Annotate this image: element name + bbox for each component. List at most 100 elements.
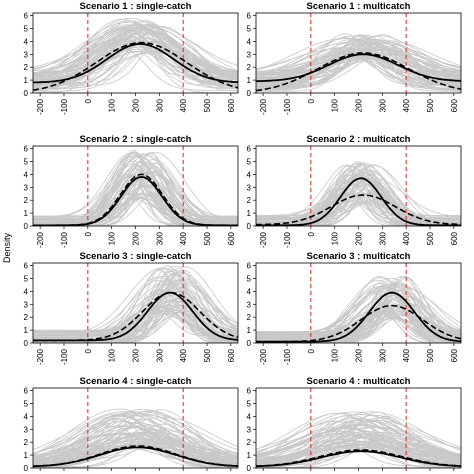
y-tick-label: 1 (247, 209, 252, 218)
y-tick-label: 2 (247, 313, 252, 322)
simulation-curve (33, 183, 238, 221)
simulation-curve (256, 53, 461, 81)
simulation-curve (33, 273, 238, 343)
simulation-curve (256, 316, 461, 335)
y-tick-label: 0 (247, 89, 252, 98)
x-tick-label: -100 (60, 348, 69, 365)
simulation-curve (256, 281, 461, 343)
simulation-curve (256, 192, 461, 226)
panel-title: Scenario 4 : single-catch (80, 376, 192, 387)
simulation-curve (33, 197, 238, 226)
y-tick-label: 0 (247, 464, 252, 473)
simulation-curve (256, 178, 461, 221)
y-tick-label: 6 (24, 145, 29, 154)
y-tick-label: 1 (24, 451, 29, 460)
y-tick-label: 1 (247, 326, 252, 335)
simulation-curve (256, 412, 461, 459)
y-tick-label: 0 (247, 339, 252, 348)
x-tick-label: -100 (60, 98, 69, 115)
y-tick-label: 3 (24, 425, 29, 434)
y-tick-label: 5 (24, 274, 29, 283)
simulation-curves (33, 149, 238, 226)
simulation-curve (33, 278, 238, 343)
simulation-curve (33, 408, 238, 465)
simulation-curve (33, 271, 238, 343)
x-tick-label: 100 (331, 348, 340, 362)
y-tick-label: 4 (24, 37, 29, 46)
plot-area (256, 146, 461, 226)
panel-title: Scenario 1 : multicatch (306, 1, 410, 12)
simulation-curve (256, 185, 461, 226)
x-tick-label: -200 (259, 98, 268, 115)
panel-3: Scenario 2 : single-catch 0 1 2 3 4 5 6 -200 -100… (24, 134, 239, 248)
x-tick-label: 200 (132, 231, 141, 245)
panel-6: Scenario 3 : multicatch 0 1 2 3 4 5 6 -200 -100 0 1… (247, 251, 462, 365)
simulation-curve (33, 169, 238, 220)
simulation-curve (256, 441, 461, 463)
y-tick-label: 4 (247, 287, 252, 296)
y-tick-label: 2 (24, 313, 29, 322)
simulation-curve (33, 168, 238, 217)
simulation-curve (256, 312, 461, 340)
simulation-curve (33, 37, 238, 86)
simulation-curve (256, 34, 461, 89)
x-tick-label: -200 (36, 231, 45, 248)
simulation-curve (256, 439, 461, 458)
x-tick-label: 300 (378, 98, 387, 112)
simulation-curve (33, 161, 238, 224)
true-curve (33, 291, 238, 342)
y-tick-label: 4 (247, 170, 252, 179)
y-tick-label: 4 (247, 37, 252, 46)
x-tick-label: 500 (426, 98, 435, 112)
true-curve (256, 177, 461, 226)
y-tick-label: 2 (247, 196, 252, 205)
y-tick-label: 4 (24, 287, 29, 296)
simulation-curve (33, 32, 238, 90)
x-tick-label: 100 (108, 231, 117, 245)
y-tick-label: 5 (247, 399, 252, 408)
y-tick-label: 6 (247, 12, 252, 21)
estimate-curve (256, 194, 461, 226)
panel-title: Scenario 2 : multicatch (306, 134, 410, 145)
y-tick-label: 5 (24, 399, 29, 408)
simulation-curve (33, 23, 238, 83)
simulation-curve (256, 287, 461, 336)
y-tick-label: 1 (24, 76, 29, 85)
simulation-curve (33, 279, 238, 336)
x-tick-label: 0 (307, 348, 316, 353)
simulation-curve (33, 35, 238, 84)
simulation-curve (256, 426, 461, 467)
y-tick-label: 4 (24, 170, 29, 179)
y-tick-label: 6 (247, 145, 252, 154)
y-tick-label: 0 (24, 464, 29, 473)
x-tick-label: 500 (426, 348, 435, 362)
x-tick-label: 600 (227, 98, 236, 112)
x-tick-label: 0 (84, 98, 93, 103)
y-tick-label: 1 (247, 76, 252, 85)
y-tick-label: 3 (24, 50, 29, 59)
simulation-curve (256, 414, 461, 450)
simulation-curve (256, 439, 461, 466)
x-tick-label: 100 (108, 348, 117, 362)
x-tick-label: -100 (283, 98, 292, 115)
simulation-curve (33, 23, 238, 77)
x-tick-label: 300 (155, 231, 164, 245)
simulation-curve (33, 433, 238, 465)
y-tick-label: 3 (247, 50, 252, 59)
simulation-curve (256, 41, 461, 72)
y-tick-label: 3 (247, 300, 252, 309)
simulation-curve (33, 433, 238, 466)
x-tick-label: 200 (132, 98, 141, 112)
y-tick-label: 3 (24, 300, 29, 309)
panel-title: Scenario 4 : multicatch (306, 376, 410, 387)
panel-title: Scenario 1 : single-catch (80, 1, 192, 12)
simulation-curve (256, 44, 461, 76)
y-tick-label: 0 (247, 222, 252, 231)
x-tick-label: 300 (155, 98, 164, 112)
panel-1: Scenario 1 : single-catch 0 1 2 3 4 5 6 -200 -100… (24, 1, 239, 115)
x-tick-label: -200 (36, 348, 45, 365)
x-tick-label: 500 (203, 231, 212, 245)
y-tick-label: 1 (24, 209, 29, 218)
simulation-curves (33, 265, 238, 343)
simulation-curve (256, 48, 461, 90)
